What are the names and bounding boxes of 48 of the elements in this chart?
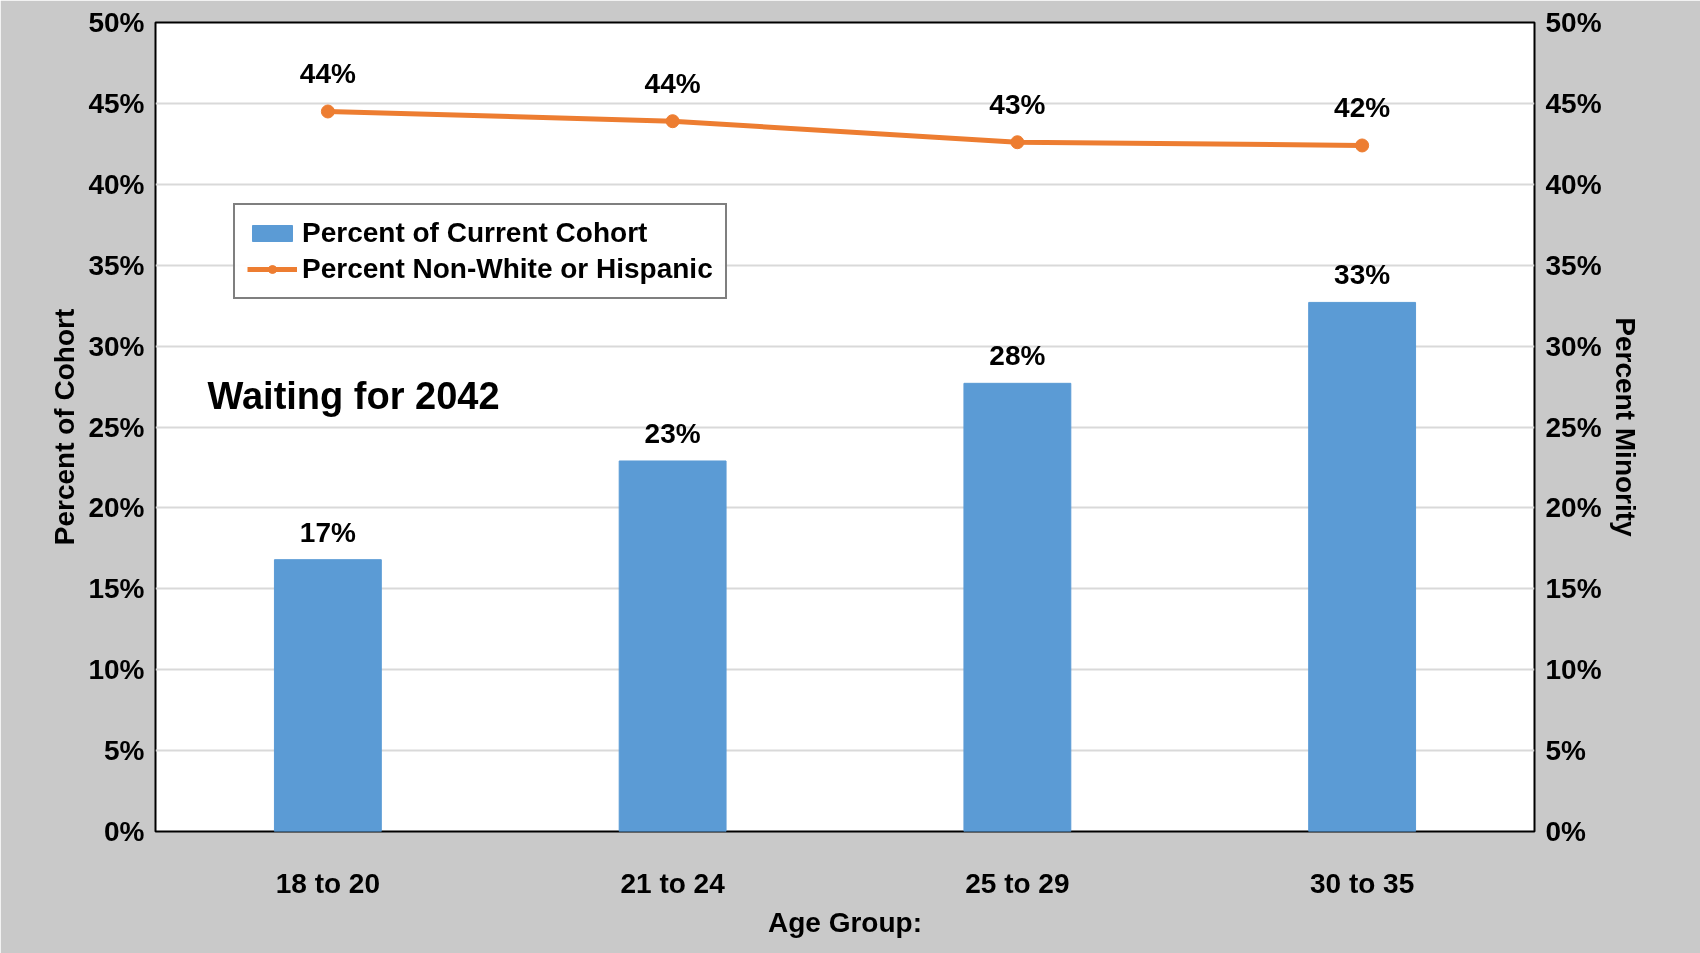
y-tick-label: 30%	[88, 330, 145, 362]
legend-label: Percent of Current Cohort	[302, 217, 648, 249]
y2-tick-label: 50%	[1545, 7, 1602, 38]
x-tick-label: 18 to 20	[275, 867, 381, 899]
y2-tick-label: 25%	[1545, 411, 1602, 443]
x-tick-label: 21 to 24	[620, 867, 726, 899]
data-label: 28%	[989, 340, 1046, 372]
data-label: 44%	[644, 68, 701, 100]
point	[1355, 138, 1370, 153]
y2-tick-label: 45%	[1545, 87, 1602, 119]
y-tick-label: 45%	[88, 87, 145, 119]
text: Waiting for 2042	[207, 374, 500, 417]
y-tick-label: 0%	[104, 816, 145, 847]
point	[1010, 135, 1025, 150]
y-tick-label: 5%	[104, 735, 145, 767]
data-label: 33%	[1334, 259, 1391, 291]
y2-tick-label: 40%	[1545, 168, 1602, 200]
legend-label: Percent Non-White or Hispanic	[302, 253, 713, 285]
y2-tick-label: 10%	[1545, 654, 1602, 686]
y2-tick-label: 35%	[1545, 249, 1602, 281]
y-tick-label: 50%	[88, 7, 145, 38]
point	[320, 104, 335, 119]
x-tick-label: 30 to 35	[1309, 867, 1415, 899]
bar	[273, 559, 382, 832]
data-label: 17%	[299, 516, 356, 548]
x-tick-label: 25 to 29	[965, 867, 1070, 899]
y-axis-title: Percent of Cohort	[49, 308, 81, 546]
y-tick-label: 25%	[88, 411, 145, 443]
data-label: 42%	[1334, 92, 1391, 124]
y-tick-label: 20%	[88, 492, 145, 524]
bar	[1308, 301, 1417, 832]
y2-tick-label: 20%	[1545, 492, 1602, 524]
y2-tick-label: 30%	[1545, 330, 1602, 362]
x-axis-title: Age Group:	[768, 906, 923, 938]
bar	[963, 382, 1072, 832]
y-tick-label: 10%	[88, 654, 145, 686]
y2-tick-label: 15%	[1545, 573, 1602, 605]
data-label: 44%	[299, 58, 356, 90]
data-label: 43%	[989, 89, 1046, 121]
y-tick-label: 15%	[88, 573, 145, 605]
bar	[618, 460, 727, 832]
y-tick-label: 35%	[88, 249, 145, 281]
y2-tick-label: 5%	[1545, 735, 1587, 767]
y2-axis-title: Percent Minority	[1609, 317, 1641, 538]
y-tick-label: 40%	[88, 168, 145, 200]
data-label: 23%	[644, 417, 701, 449]
point	[665, 114, 680, 129]
y2-tick-label: 0%	[1545, 816, 1587, 847]
